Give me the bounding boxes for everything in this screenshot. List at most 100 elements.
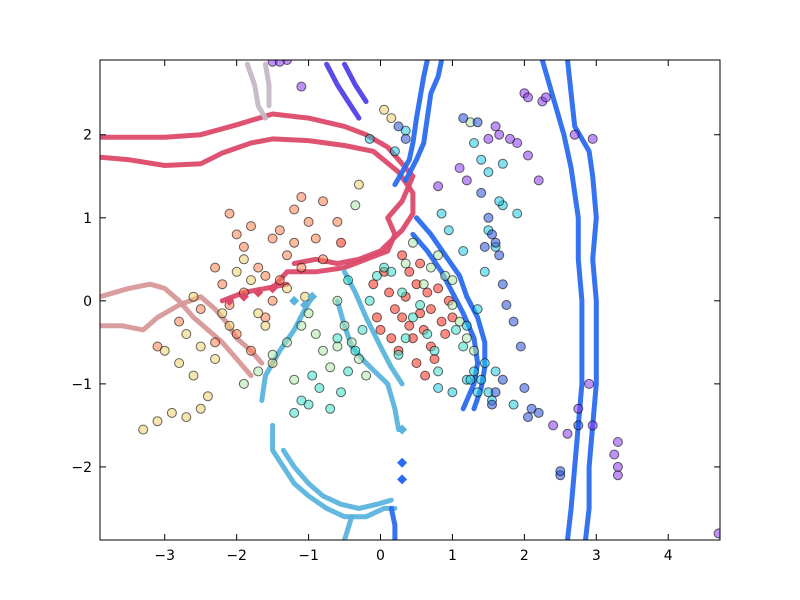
contour-line — [100, 136, 416, 266]
scatter-point — [386, 266, 397, 277]
scatter-point — [325, 403, 336, 414]
scatter-point — [224, 320, 235, 331]
scatter-point — [195, 304, 206, 315]
scatter-point — [447, 387, 458, 398]
contour-line — [100, 281, 254, 379]
contour-line — [324, 61, 362, 121]
scatter-point — [713, 528, 720, 539]
scatter-point — [379, 104, 390, 115]
scatter-point — [296, 262, 307, 273]
scatter-point — [397, 312, 408, 323]
scatter-point — [487, 229, 497, 240]
scatter-point — [407, 237, 418, 248]
scatter-point — [612, 470, 623, 481]
scatter-point — [497, 279, 508, 290]
diamond-marker — [238, 291, 249, 302]
scatter-point — [353, 354, 364, 364]
scatter-point — [253, 262, 264, 273]
scatter-point — [411, 358, 422, 369]
scatter-point — [400, 333, 411, 344]
diamond-marker — [307, 291, 318, 302]
scatter-point — [274, 60, 285, 67]
y-tick-label: 0 — [83, 294, 92, 310]
scatter-point — [479, 266, 490, 277]
scatter-point — [343, 275, 354, 286]
scatter-point — [188, 291, 199, 302]
x-axis: −3 −2 −1 0 1 2 3 4 — [154, 60, 673, 564]
scatter-point — [364, 133, 375, 144]
scatter-point — [332, 341, 343, 352]
scatter-point — [476, 187, 487, 198]
x-tick-label: 0 — [376, 548, 385, 564]
x-tick-label: −2 — [226, 548, 247, 564]
scatter-point — [436, 316, 447, 327]
scatter-point — [573, 420, 584, 431]
scatter-point — [289, 237, 300, 248]
scatter-point — [246, 345, 256, 356]
scatter-point — [386, 333, 397, 344]
scatter-point — [353, 179, 364, 190]
diamond-marker — [253, 287, 264, 298]
scatter-point — [253, 308, 264, 319]
scatter-point — [368, 279, 379, 290]
scatter-point — [166, 407, 177, 418]
scatter-point — [289, 374, 300, 385]
scatter-point — [429, 354, 440, 364]
scatter-point — [224, 208, 235, 219]
scatter-point — [573, 403, 584, 414]
scatter-point — [461, 320, 472, 331]
scatter-point — [584, 378, 595, 389]
scatter-point — [159, 345, 170, 356]
scatter-point — [433, 383, 444, 393]
scatter-point — [458, 246, 469, 256]
scatter-point — [389, 146, 400, 157]
scatter-point — [282, 250, 292, 261]
scatter-point — [505, 133, 515, 144]
diamond-marker — [224, 295, 235, 306]
scatter-point — [447, 300, 458, 310]
scatter-point — [461, 175, 472, 186]
scatter-point — [487, 399, 497, 410]
scatter-point — [246, 275, 256, 286]
contour-line — [342, 269, 405, 387]
scatter-point — [479, 358, 490, 369]
scatter-point — [296, 395, 307, 406]
scatter-point — [310, 329, 321, 339]
scatter-point — [210, 354, 221, 364]
scatter-points — [138, 60, 720, 539]
y-tick-label: −1 — [71, 377, 92, 393]
scatter-point — [476, 154, 487, 165]
scatter-point — [429, 345, 440, 356]
scatter-point — [512, 208, 523, 219]
scatter-point — [483, 167, 494, 178]
scatter-point — [314, 383, 325, 393]
scatter-point — [415, 258, 426, 269]
scatter-point — [296, 192, 307, 202]
scatter-point — [231, 229, 242, 240]
scatter-point — [375, 324, 386, 335]
scatter-point — [336, 237, 346, 248]
scatter-point — [490, 387, 501, 398]
scatter-point — [436, 208, 447, 219]
scatter-point — [238, 254, 249, 265]
contour-line — [392, 60, 430, 188]
scatter-point — [253, 366, 264, 377]
contour-line — [219, 281, 290, 304]
scatter-point — [490, 121, 501, 132]
scatter-point — [361, 370, 372, 381]
y-axis: −2 −1 0 1 2 — [71, 128, 720, 476]
scatter-point — [523, 412, 533, 423]
scatter-point — [433, 181, 444, 192]
scatter-point — [307, 370, 318, 381]
scatter-point — [296, 81, 307, 92]
scatter-point — [267, 358, 278, 369]
scatter-point — [523, 150, 533, 161]
scatter-point — [533, 175, 544, 186]
x-tick-label: −1 — [298, 548, 319, 564]
scatter-point — [346, 337, 357, 348]
scatter-point — [260, 320, 271, 331]
contour-line — [342, 514, 355, 540]
scatter-point — [267, 295, 278, 306]
scatter-point — [282, 337, 292, 348]
